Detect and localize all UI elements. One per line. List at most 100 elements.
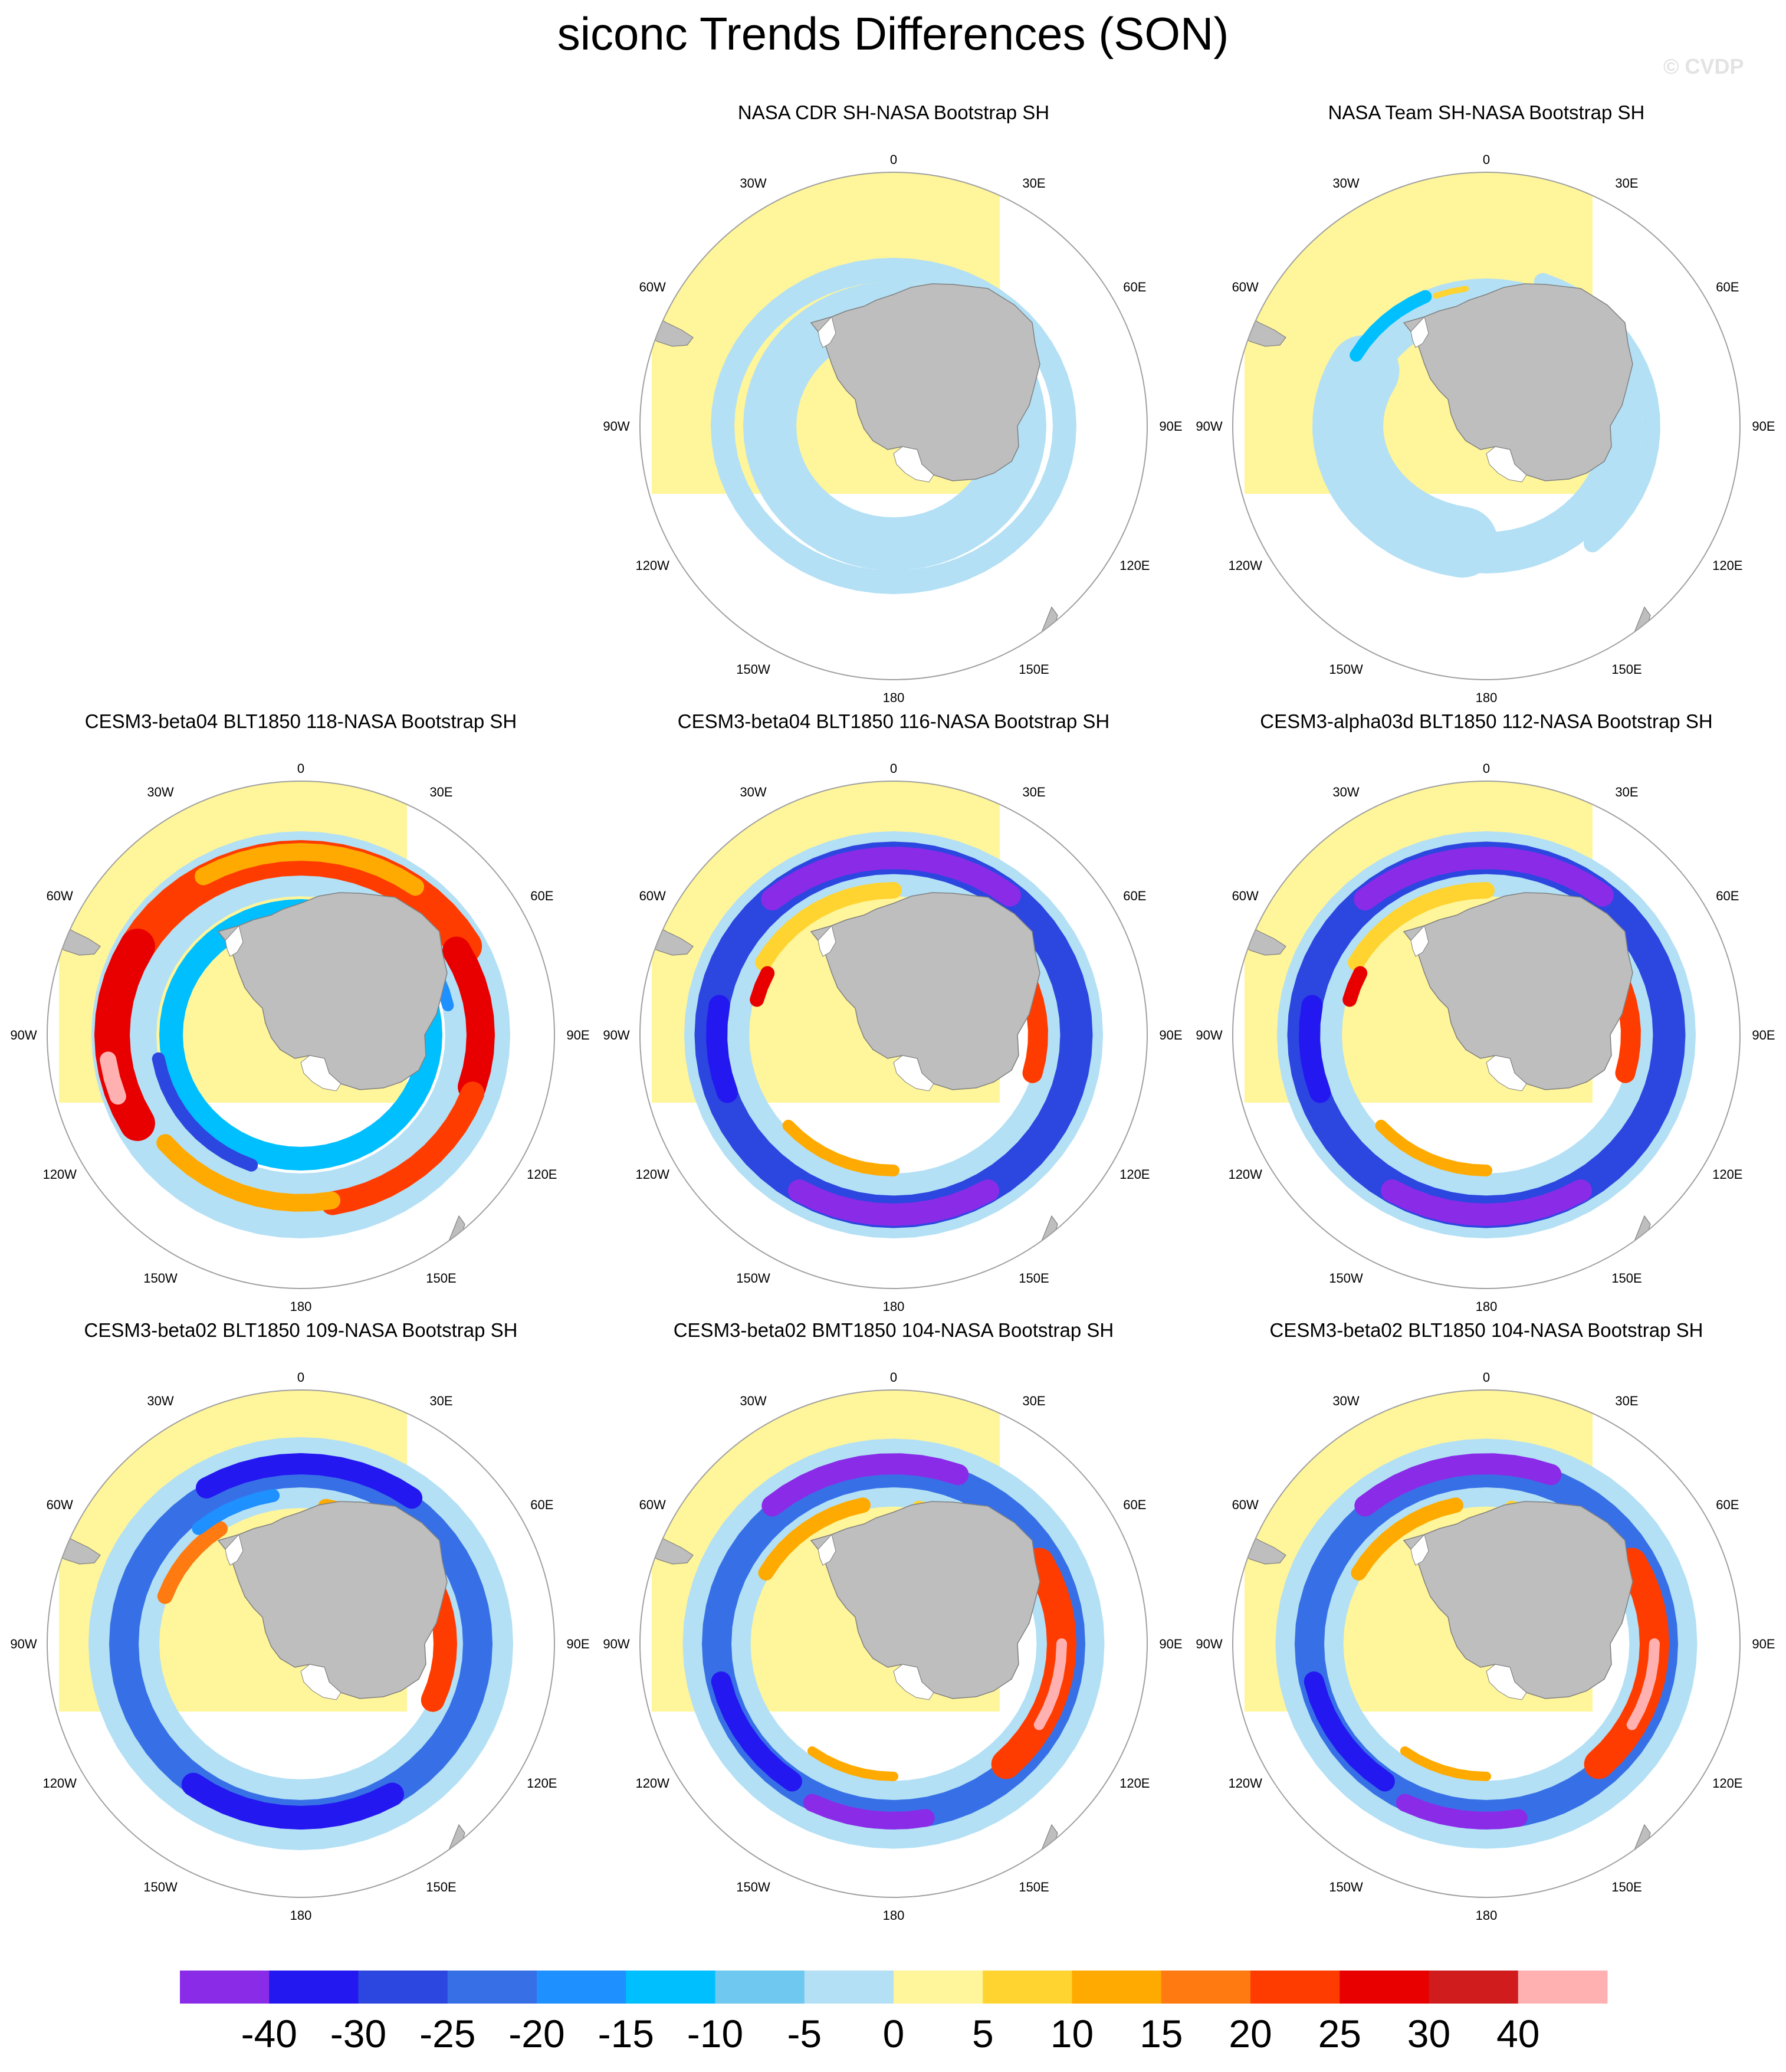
ice-trend-band	[320, 1081, 485, 1215]
panel-title: NASA Team SH-NASA Bootstrap SH	[1328, 101, 1645, 123]
grid-label-right: 90E	[566, 1637, 589, 1651]
antarctica-landmass	[810, 1501, 1040, 1699]
grid-label-top-left: 30W	[740, 1394, 766, 1408]
new-zealand	[439, 1824, 465, 1874]
ice-trend-band	[761, 847, 1021, 911]
ice-trend-band	[1400, 1746, 1491, 1781]
panel-title: CESM3-beta02 BLT1850 109-NASA Bootstrap …	[84, 1319, 518, 1341]
antarctica-landmass	[810, 283, 1040, 481]
map-boundary	[1232, 172, 1741, 680]
new-zealand	[1032, 1824, 1058, 1874]
map-field	[47, 1390, 513, 1874]
grid-label-bottom-right: 150E	[1611, 1271, 1641, 1286]
grid-label-top-right: 30E	[1022, 176, 1045, 191]
grid-label-right: 90E	[566, 1028, 589, 1042]
grid-label-bottom: 180	[1476, 1908, 1498, 1923]
ice-trend-band	[1342, 966, 1368, 1007]
map-field	[640, 172, 1105, 657]
grid-label-bottom-right: 150E	[1611, 662, 1641, 677]
grid-label-top-right: 30E	[429, 785, 452, 799]
trend-field	[47, 1390, 513, 1874]
grid-label-upper-left: 60W	[1232, 1497, 1259, 1512]
colorbar-tick-label: 20	[1229, 2012, 1272, 2055]
ice-trend-band	[1033, 1638, 1067, 1730]
grid-label-upper-right: 60E	[1123, 1497, 1146, 1512]
grid-label-lower-right: 120E	[1712, 1776, 1742, 1791]
map-panel-beta04-116: CESM3-beta04 BLT1850 116-NASA Bootstrap …	[599, 710, 1189, 1318]
weddell-shelf	[818, 1533, 836, 1566]
ross-ice-shelf	[300, 1055, 342, 1091]
colorbar-tick-label: -25	[419, 2012, 475, 2055]
grid-label-bottom-left: 150W	[1329, 662, 1363, 677]
grid-label-upper-left: 60W	[639, 1497, 666, 1512]
grid-label-lower-left: 120W	[42, 1167, 77, 1182]
grid-label-upper-left: 60W	[47, 889, 73, 903]
ice-trend-band	[1348, 882, 1495, 971]
grid-label-lower-right: 120E	[527, 1167, 557, 1182]
colorbar-swatch	[983, 1971, 1072, 2004]
grid-label-upper-left: 60W	[639, 280, 666, 294]
panel-title: CESM3-beta04 BLT1850 118-NASA Bootstrap …	[84, 710, 517, 732]
colorbar-tick-label: -10	[687, 2012, 743, 2055]
grid-label-top: 0	[890, 152, 897, 167]
map-field	[47, 781, 513, 1266]
grid-label-right: 90E	[1752, 1028, 1775, 1042]
ross-ice-shelf	[893, 1055, 934, 1091]
map-panel-beta02-blt-109: CESM3-beta02 BLT1850 109-NASA Bootstrap …	[6, 1319, 596, 1927]
new-zealand	[1624, 606, 1651, 657]
grid-label-top: 0	[1483, 761, 1490, 776]
trend-field	[640, 1390, 1105, 1874]
grid-label-top-left: 30W	[147, 1394, 173, 1408]
ice-trend-band	[758, 1497, 871, 1581]
colorbar: -40 -30 -25 -20 -15 -10 -5 0 5 10 15 20 25 30 40	[180, 1971, 1608, 2055]
trend-field	[1233, 172, 1698, 657]
tasmania	[1092, 618, 1105, 640]
polar-map: 0 30W 30E 60W 60E 90W 90E 120W 120E 150W 150E 180	[603, 1370, 1182, 1923]
grid-label-left: 90W	[603, 1637, 629, 1651]
grid-label-top-right: 30E	[1022, 785, 1045, 799]
panel-title: NASA CDR SH-NASA Bootstrap SH	[737, 101, 1050, 123]
grid-label-bottom-right: 150E	[426, 1271, 456, 1286]
grid-label-upper-left: 60W	[639, 889, 666, 903]
grid-label-top-right: 30E	[1615, 176, 1638, 191]
polar-map: 0 30W 30E 60W 60E 90W 90E 120W 120E 150W 150E 180	[603, 761, 1182, 1314]
panel-title: CESM3-beta04 BLT1850 116-NASA Bootstrap …	[677, 710, 1110, 732]
grid-label-upper-right: 60E	[1716, 280, 1739, 294]
ross-ice-shelf	[1486, 1055, 1527, 1091]
grid-label-right: 90E	[1159, 419, 1182, 434]
grid-label-bottom: 180	[883, 1299, 905, 1314]
grid-label-top-right: 30E	[429, 1394, 452, 1408]
map-boundary	[639, 781, 1148, 1289]
grid-label-bottom: 180	[290, 1299, 312, 1314]
grid-label-top-right: 30E	[1615, 785, 1638, 799]
colorbar-swatch	[180, 1971, 270, 2004]
grid-label-top-right: 30E	[1615, 1394, 1638, 1408]
grid-label-lower-right: 120E	[1119, 1167, 1150, 1182]
panel-title: CESM3-alpha03d BLT1850 112-NASA Bootstra…	[1260, 710, 1713, 732]
colorbar-swatch	[804, 1971, 894, 2004]
grid-label-bottom: 180	[883, 1908, 905, 1923]
grid-label-bottom: 180	[1476, 690, 1498, 705]
polar-map: 0 30W 30E 60W 60E 90W 90E 120W 120E 150W 150E 180	[1196, 1370, 1775, 1923]
grid-label-lower-left: 120W	[1228, 1167, 1262, 1182]
ice-trend-band	[706, 995, 738, 1103]
panel-title: CESM3-beta02 BMT1850 104-NASA Bootstrap …	[673, 1319, 1114, 1341]
figure-title: siconc Trends Differences (SON)	[557, 8, 1229, 60]
map-panel-alpha03d-112: CESM3-alpha03d BLT1850 112-NASA Bootstra…	[1191, 710, 1781, 1318]
grid-label-upper-right: 60E	[530, 889, 553, 903]
grid-label-upper-right: 60E	[1716, 889, 1739, 903]
trend-field	[640, 172, 1105, 657]
ice-trend-band	[755, 882, 902, 971]
ice-trend-band	[803, 1794, 935, 1830]
ice-trend-band	[1312, 335, 1498, 578]
colorbar-swatch	[715, 1971, 805, 2004]
colorbar-tick-label: 30	[1407, 2012, 1450, 2055]
grid-label-upper-left: 60W	[47, 1497, 73, 1512]
map-boundary	[639, 1389, 1148, 1898]
weddell-shelf	[1410, 1533, 1429, 1566]
weddell-shelf	[1410, 924, 1429, 957]
grid-label-top: 0	[1483, 152, 1490, 167]
tasmania	[1092, 1836, 1105, 1857]
ross-ice-shelf	[893, 1664, 934, 1700]
ice-trend-band	[1433, 286, 1469, 299]
